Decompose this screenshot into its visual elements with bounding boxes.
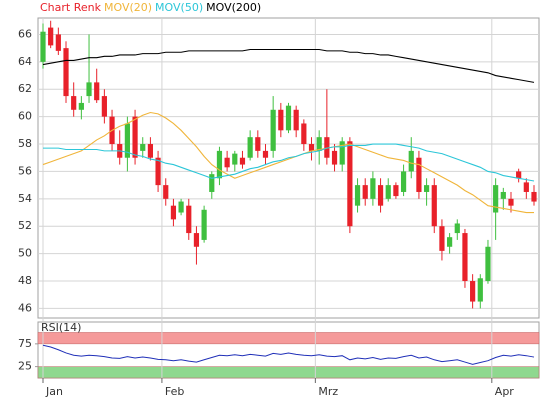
candle-body bbox=[170, 205, 177, 220]
candle-body bbox=[255, 137, 261, 151]
candle-body bbox=[78, 102, 84, 110]
y-tick-label: 58 bbox=[18, 137, 32, 150]
candle-body bbox=[163, 185, 169, 199]
candle-body bbox=[354, 185, 361, 206]
candle-body bbox=[400, 171, 407, 192]
candle-body bbox=[278, 109, 284, 131]
legend-entry: MOV(20) bbox=[104, 1, 152, 14]
candle-body bbox=[500, 191, 506, 199]
candle-body bbox=[431, 185, 437, 227]
x-tick-label: Apr bbox=[495, 385, 515, 398]
y-tick-label: 75 bbox=[18, 337, 32, 350]
candle-body bbox=[485, 246, 491, 282]
candle-body bbox=[523, 182, 529, 192]
candle-body bbox=[447, 237, 453, 247]
candle-body bbox=[362, 185, 368, 199]
candle-body bbox=[186, 205, 192, 234]
candle-body bbox=[531, 191, 537, 202]
y-tick-label: 46 bbox=[18, 301, 32, 314]
candle-body bbox=[262, 150, 269, 158]
candle-body bbox=[239, 157, 246, 165]
candle-body bbox=[454, 223, 460, 234]
candle-body bbox=[308, 144, 315, 151]
candle-body bbox=[124, 123, 130, 158]
candle-body bbox=[301, 123, 307, 145]
candle-body bbox=[132, 116, 138, 158]
candle-body bbox=[71, 96, 77, 110]
candle-body bbox=[508, 198, 514, 206]
candle-body bbox=[270, 109, 276, 151]
candle-body bbox=[439, 226, 445, 251]
candle-body bbox=[63, 48, 69, 97]
candle-body bbox=[247, 137, 253, 158]
candle-body bbox=[462, 233, 468, 282]
y-tick-label: 66 bbox=[18, 27, 32, 40]
candle-body bbox=[216, 150, 223, 179]
candle-body bbox=[423, 185, 430, 192]
legend: Chart Renk MOV(20) MOV(50) MOV(200) bbox=[40, 1, 261, 14]
candle-body bbox=[324, 137, 330, 158]
candle-body bbox=[209, 174, 215, 192]
candle-body bbox=[147, 144, 154, 158]
candle-body bbox=[393, 185, 399, 197]
y-tick-label: 50 bbox=[18, 247, 32, 260]
candle-body bbox=[140, 144, 146, 151]
legend-entry: MOV(50) bbox=[155, 1, 203, 14]
candle-body bbox=[316, 137, 322, 151]
y-tick-label: 60 bbox=[18, 110, 32, 123]
y-tick-label: 56 bbox=[18, 164, 32, 177]
legend-entry: Chart Renk bbox=[40, 1, 102, 14]
candle-body bbox=[40, 31, 46, 62]
candle-body bbox=[377, 185, 384, 206]
candle-body bbox=[86, 82, 92, 97]
candle-body bbox=[201, 209, 207, 240]
candle-body bbox=[339, 141, 345, 165]
candle-body bbox=[416, 157, 422, 192]
candle-body bbox=[193, 233, 200, 247]
candle-body bbox=[470, 281, 476, 302]
x-tick-label: Mrz bbox=[318, 385, 338, 398]
legend-entry: MOV(200) bbox=[206, 1, 261, 14]
candle-body bbox=[101, 96, 107, 117]
candle-body bbox=[55, 34, 61, 51]
candle-body bbox=[385, 185, 391, 199]
candle-body bbox=[155, 157, 161, 186]
rsi-band bbox=[37, 366, 540, 379]
x-tick-label: Jan bbox=[45, 385, 63, 398]
candle-body bbox=[370, 178, 376, 199]
candle-body bbox=[347, 141, 353, 227]
y-tick-label: 25 bbox=[18, 360, 32, 373]
candle-body bbox=[293, 109, 299, 131]
moving-average-line bbox=[43, 143, 535, 182]
candle-body bbox=[477, 278, 483, 302]
candle-body bbox=[516, 171, 522, 179]
rsi-title: RSI(14) bbox=[41, 321, 81, 334]
candle-body bbox=[94, 82, 100, 101]
candle-body bbox=[178, 201, 184, 213]
y-tick-label: 62 bbox=[18, 82, 32, 95]
candle-body bbox=[408, 150, 414, 172]
y-tick-label: 52 bbox=[18, 219, 32, 232]
candle-body bbox=[232, 153, 238, 165]
main-plot-frame bbox=[37, 17, 540, 319]
x-tick-label: Feb bbox=[165, 385, 184, 398]
candle-body bbox=[331, 150, 338, 165]
rsi-line bbox=[42, 344, 535, 365]
y-tick-label: 48 bbox=[18, 274, 32, 287]
y-tick-label: 64 bbox=[18, 55, 32, 68]
candle-body bbox=[493, 185, 499, 213]
candle-body bbox=[224, 157, 230, 168]
rsi-band bbox=[37, 332, 540, 345]
candle-body bbox=[48, 27, 54, 46]
moving-average-line bbox=[42, 111, 534, 214]
moving-average-line bbox=[42, 48, 535, 83]
candle-body bbox=[285, 105, 292, 131]
y-tick-label: 54 bbox=[18, 192, 32, 205]
